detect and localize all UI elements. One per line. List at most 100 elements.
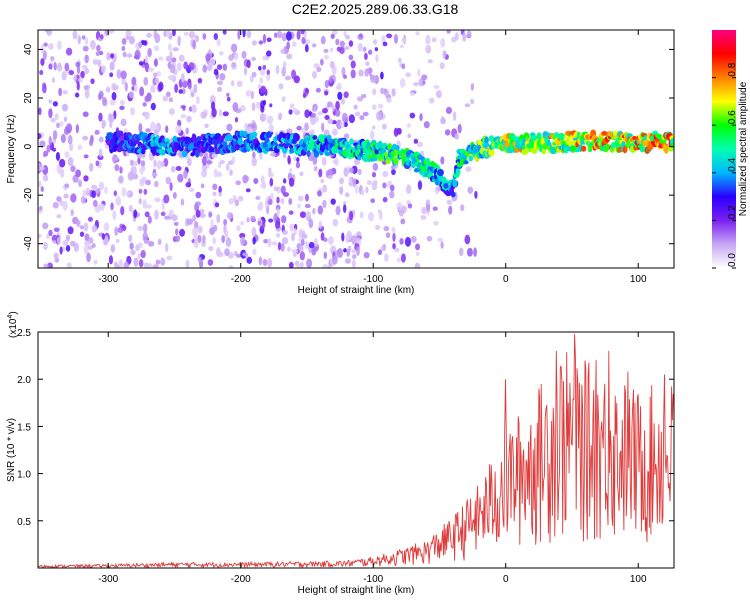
spectrogram-cell: [372, 162, 379, 171]
x-tick-label: 100: [630, 574, 647, 585]
spectrogram-cell: [267, 171, 274, 178]
spectrogram-cell: [329, 60, 335, 69]
spectrogram-cell: [137, 242, 144, 249]
spectrogram-cell: [138, 123, 143, 133]
snr-frame: [37, 331, 675, 569]
spectrogram-cell: [226, 211, 234, 220]
spectrogram-cell: [138, 197, 142, 205]
spectrogram-cell: [468, 155, 474, 162]
spectrogram-cell: [343, 133, 350, 140]
spectrogram-cell: [437, 168, 444, 177]
spectrogram-cell: [98, 136, 104, 143]
spectrogram-cell: [130, 249, 136, 256]
spectrogram-cell: [344, 45, 350, 51]
spectrogram-cell: [38, 180, 42, 188]
spectrogram-cell: [199, 213, 206, 218]
spectrogram-cell: [168, 108, 175, 115]
spectrogram-cell: [185, 127, 189, 135]
spectrogram-cell: [194, 34, 200, 43]
spectrogram-cell: [266, 50, 272, 57]
spectrogram-cell: [59, 246, 63, 255]
spectrogram-cell: [166, 255, 173, 261]
spectrogram-cell: [219, 72, 226, 81]
spectrogram-cell: [42, 222, 49, 230]
spectrogram-cell: [86, 252, 91, 263]
spectrogram-cell: [223, 219, 228, 226]
spectrogram-cell: [417, 180, 423, 191]
spectrogram-cell: [100, 34, 104, 40]
spectrogram-cell: [234, 199, 239, 207]
spectrogram-cell: [390, 184, 395, 192]
spectrogram-cell: [331, 128, 338, 136]
spectrogram-cell: [327, 118, 334, 124]
spectrogram-cell: [446, 199, 453, 205]
spectrogram-cell: [60, 133, 66, 144]
spectrogram-cell: [246, 59, 251, 69]
spectrogram-cell: [65, 244, 71, 252]
spectrogram-cell: [89, 138, 94, 147]
spectrogram-cell: [404, 236, 411, 247]
spectrogram-cell: [185, 182, 192, 188]
spectrogram-cell: [225, 236, 231, 247]
spectrogram-cell: [352, 254, 357, 260]
spectrogram-cell: [48, 63, 53, 70]
spectrogram-cell: [188, 31, 196, 39]
spectrogram-cell: [374, 47, 379, 52]
spectrogram-cell: [546, 140, 551, 147]
spectrogram-cell: [250, 215, 256, 222]
spectrogram-cell: [111, 92, 117, 101]
spectrogram-cell: [165, 176, 172, 185]
spectrogram-cell: [48, 135, 52, 146]
spectrogram-cell: [226, 123, 233, 132]
spectrogram-cell: [181, 88, 186, 95]
spectrogram-cell: [647, 143, 654, 151]
spectrogram-cell: [186, 218, 193, 225]
spectrogram-cell: [322, 184, 328, 193]
spectrogram-cell: [392, 232, 396, 242]
spectrogram-cell: [63, 193, 69, 199]
spectrogram-cell: [188, 62, 195, 71]
spectrogram-cell: [59, 168, 65, 178]
spectrogram-cell: [222, 111, 229, 117]
spectrogram-cell: [280, 49, 286, 54]
spectrogram-cell: [269, 103, 273, 108]
spectrogram-cell: [422, 80, 426, 86]
spectrogram-cell: [420, 214, 427, 220]
spectrogram-frame: [37, 29, 675, 269]
spectrogram-cell: [415, 31, 420, 36]
spectrogram-cell: [195, 149, 200, 158]
spectrogram-cell: [320, 35, 326, 45]
spectrogram-cell: [348, 54, 354, 61]
spectrogram-cell: [372, 88, 377, 96]
spectrogram-cell: [252, 236, 256, 245]
spectrogram-cell: [77, 35, 81, 45]
spectrogram-cell: [353, 104, 358, 110]
spectrogram-cell: [377, 209, 382, 214]
spectrogram-cell: [348, 167, 355, 174]
spectrogram-cell: [391, 88, 396, 97]
spectrogram-cell: [160, 211, 166, 217]
spectrogram-cell: [175, 125, 182, 134]
colorbar-tick-label: 0.4: [727, 157, 738, 171]
spectrogram-cell: [355, 185, 359, 194]
spectrogram-cell: [263, 114, 267, 119]
spectrogram-cell: [446, 30, 451, 34]
spectrogram-cell: [40, 58, 45, 66]
spectrogram-cell: [214, 202, 220, 208]
spectrogram-cell: [129, 159, 135, 166]
spectrogram-cell: [320, 58, 324, 66]
spectrogram-cell: [359, 211, 364, 219]
spectrogram-cell: [317, 190, 322, 197]
x-tick-label: -200: [231, 274, 251, 285]
spectrogram-cell: [144, 55, 149, 64]
spectrogram-cell: [391, 226, 396, 234]
spectrogram-cell: [255, 101, 261, 109]
spectrogram-cell: [42, 83, 47, 94]
spectrogram-cell: [332, 255, 338, 265]
spectrogram-cell: [48, 229, 53, 237]
spectrogram-cell: [155, 259, 161, 265]
spectrogram-cell: [157, 56, 164, 61]
spectrogram-cell: [52, 201, 59, 209]
spectrogram-cell: [38, 107, 42, 116]
spectrogram-cell: [389, 190, 395, 199]
